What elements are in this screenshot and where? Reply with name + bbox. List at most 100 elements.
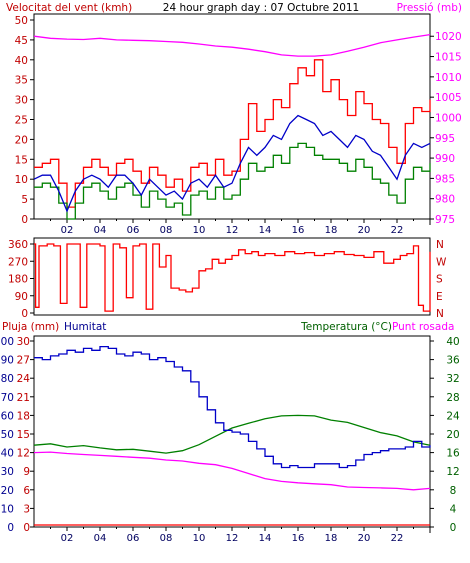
direction-compass-label: S [436,274,443,286]
temperature-y-tick-label: 28 [446,392,459,404]
humidity-y-tick-label: 40 [1,448,14,460]
climate-x-tick-label: 20 [358,533,371,544]
rain-y-tick-label: 9 [23,466,30,478]
pressure-y-tick-label: 1020 [435,31,462,43]
wind-y-tick-label: 0 [21,214,28,226]
wind-x-tick-label: 08 [160,225,173,236]
humidity-y-tick-label: 30 [1,466,14,478]
wind-min-line [34,142,431,220]
direction-compass-label: E [436,291,443,303]
wind-avg-line [33,114,431,213]
wind-x-tick-label: 06 [127,225,140,236]
wind-x-tick-label: 10 [193,225,206,236]
wind-y-tick-label: 15 [15,154,28,166]
direction-y-tick-label: 90 [15,291,28,303]
pressure-y-tick-label: 980 [435,194,455,206]
rain-y-tick-label: 24 [17,373,31,385]
pressure-line [33,33,431,57]
pressure-y-tick-label: 1015 [435,52,462,64]
direction-compass-label: N [436,308,444,320]
pressure-y-tick-label: 975 [435,214,455,226]
dewpoint-axis-title: Punt rosada [392,321,454,333]
temperature-y-tick-label: 32 [446,373,459,385]
humidity-y-tick-label: 50 [1,429,14,441]
rain-y-tick-label: 15 [17,429,30,441]
pressure-y-tick-label: 1005 [435,92,462,104]
direction-y-tick-label: 0 [21,308,28,320]
temperature-y-tick-label: 36 [446,355,460,367]
climate-x-tick-label: 16 [292,533,305,544]
wind-y-tick-label: 10 [15,174,28,186]
humidity-y-tick-label: 20 [1,485,14,497]
temperature-y-tick-label: 40 [446,336,459,348]
wind-y-tick-label: 50 [15,15,28,27]
humidity-y-tick-label: 100 [0,336,14,348]
rain-y-tick-label: 21 [17,392,30,404]
direction-y-tick-label: 360 [8,239,28,251]
wind-pressure-panel: 0510152025303540455097598098599099510001… [15,13,462,236]
humidity-axis-title: Humitat [64,321,106,333]
direction-y-tick-label: 180 [8,274,28,286]
climate-x-tick-label: 08 [160,533,173,544]
climate-x-tick-label: 22 [391,533,404,544]
wind-y-tick-label: 25 [15,115,28,127]
pressure-y-tick-label: 995 [435,133,455,145]
temperature-y-tick-label: 12 [446,466,459,478]
temperature-y-tick-label: 24 [446,410,460,422]
direction-compass-label: W [436,256,447,268]
rain-y-tick-label: 18 [17,410,30,422]
climate-x-tick-label: 14 [259,533,272,544]
humidity-temperature-panel: 0010320630940125015601870218024902710030… [0,335,460,544]
rain-y-tick-label: 30 [17,336,30,348]
humidity-line [34,345,431,469]
rain-axis-title: Pluja (mm) [2,321,59,333]
rain-y-tick-label: 3 [23,503,30,515]
wind-axis-title: Velocitat del vent (kmh) [6,2,132,14]
climate-x-tick-label: 04 [94,533,107,544]
wind-y-tick-label: 40 [15,55,28,67]
wind-x-tick-label: 22 [391,225,404,236]
wind-x-tick-label: 14 [259,225,272,236]
temperature-y-tick-label: 8 [450,485,457,497]
direction-plot-frame [33,237,431,316]
wind-x-tick-label: 16 [292,225,305,236]
wind-y-tick-label: 35 [15,75,28,87]
climate-x-tick-label: 12 [226,533,239,544]
climate-x-tick-label: 02 [61,533,74,544]
wind-direction-line [34,243,431,312]
temperature-y-tick-label: 0 [450,522,457,534]
humidity-y-tick-label: 90 [1,355,14,367]
wind-y-tick-label: 5 [21,194,28,206]
rain-y-tick-label: 6 [23,485,30,497]
wind-y-tick-label: 30 [15,95,28,107]
humidity-y-tick-label: 60 [1,410,14,422]
temperature-axis-title: Temperatura (°C) [300,321,392,333]
direction-compass-label: N [436,239,444,251]
pressure-y-tick-label: 1000 [435,112,462,124]
pressure-axis-title: Pressió (mb) [397,2,462,14]
wind-x-tick-label: 04 [94,225,107,236]
temperature-y-tick-label: 20 [446,429,459,441]
pressure-y-tick-label: 1010 [435,72,462,84]
rain-y-tick-label: 0 [23,522,30,534]
wind-gust-line [34,59,431,208]
dewpoint-line [33,451,431,491]
wind-y-tick-label: 20 [15,134,28,146]
wind-x-tick-label: 18 [325,225,338,236]
temperature-y-tick-label: 16 [446,448,460,460]
humidity-y-tick-label: 0 [7,522,14,534]
climate-x-tick-label: 10 [193,533,206,544]
humidity-y-tick-label: 80 [1,373,14,385]
climate-x-tick-label: 06 [127,533,140,544]
temperature-line [33,414,431,454]
chart-title: 24 hour graph day : 07 Octubre 2011 [163,2,359,14]
wind-x-tick-label: 12 [226,225,239,236]
climate-x-tick-label: 18 [325,533,338,544]
wind-x-tick-label: 20 [358,225,371,236]
pressure-y-tick-label: 990 [435,153,455,165]
wind-x-tick-label: 02 [61,225,74,236]
wind-y-tick-label: 45 [15,35,28,47]
